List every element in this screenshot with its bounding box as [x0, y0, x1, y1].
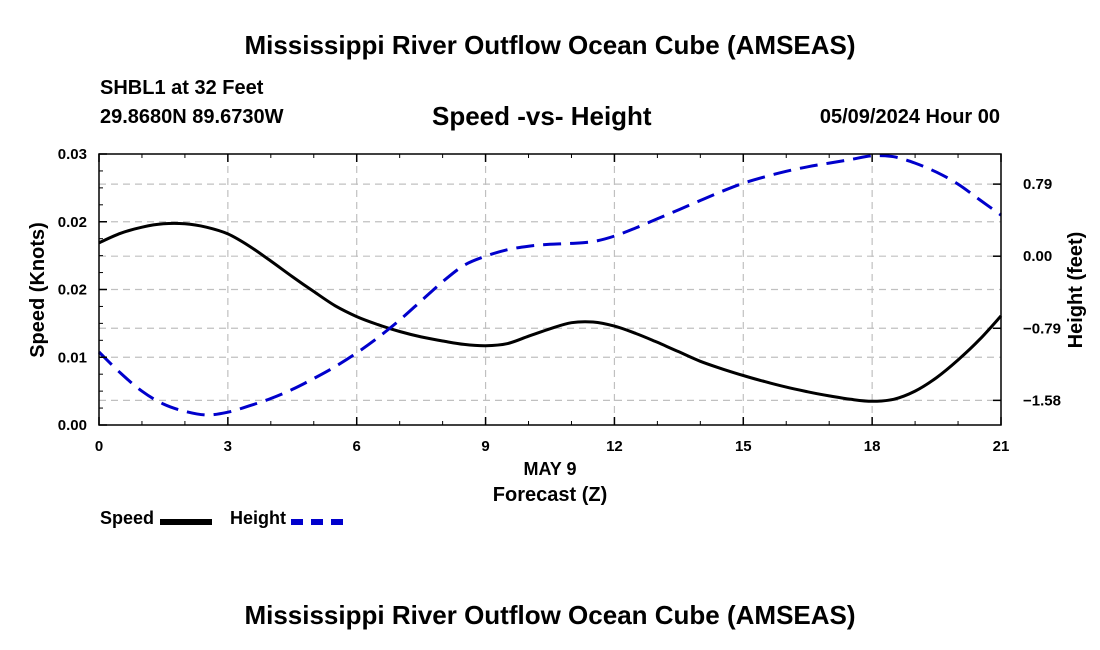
legend-height-label: Height — [230, 508, 286, 528]
y-left-tick-label: 0.02 — [58, 282, 87, 299]
station-coordinates: 29.8680N 89.6730W — [100, 106, 284, 128]
x-tick-label: 12 — [606, 438, 623, 455]
y-left-tick-label: 0.02 — [58, 214, 87, 231]
y-right-tick-label: 0.00 — [1023, 248, 1052, 265]
x-tick-label: 15 — [735, 438, 752, 455]
y-right-tick-label: −1.58 — [1023, 392, 1061, 409]
x-tick-label: 21 — [993, 438, 1010, 455]
x-tick-label: 18 — [864, 438, 881, 455]
series-line-speed — [98, 221, 1003, 403]
y-axis-right-label: Height (feet) — [1065, 232, 1087, 349]
y-right-tick-label: 0.79 — [1023, 176, 1052, 193]
axes: 0 3 6 9 12 15 18 21 0.00 0.01 0.02 0.02 0.03 −1.58 −0.… — [58, 146, 1061, 455]
chart-main-title: Mississippi River Outflow Ocean Cube (AM… — [244, 30, 856, 60]
legend-speed-swatch — [160, 519, 212, 525]
x-tick-label: 3 — [224, 438, 232, 455]
forecast-datetime: 05/09/2024 Hour 00 — [819, 106, 1000, 128]
grid-lines — [99, 154, 1001, 425]
x-axis-date-label: MAY 9 — [523, 459, 576, 479]
legend-speed-label: Speed — [100, 508, 155, 528]
x-tick-label: 9 — [481, 438, 489, 455]
x-tick-label: 0 — [95, 438, 103, 455]
x-axis-label: Forecast (Z) — [493, 484, 607, 506]
x-tick-label: 6 — [353, 438, 361, 455]
chart-subtitle: Speed -vs- Height — [432, 101, 652, 131]
y-left-tick-label: 0.01 — [58, 349, 87, 366]
series-lines — [97, 154, 1003, 417]
y-right-tick-label: −0.79 — [1023, 320, 1061, 337]
y-left-tick-label: 0.03 — [58, 146, 87, 163]
legend-height-swatch — [291, 519, 343, 525]
footer-title: Mississippi River Outflow Ocean Cube (AM… — [244, 600, 856, 630]
station-label: SHBL1 at 32 Feet — [100, 77, 264, 99]
series-line-height — [97, 154, 1002, 417]
y-left-tick-label: 0.00 — [58, 417, 87, 434]
y-axis-left-label: Speed (Knots) — [27, 222, 49, 358]
